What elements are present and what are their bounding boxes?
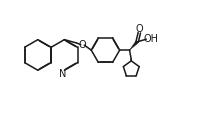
Text: OH: OH — [144, 34, 159, 44]
Text: O: O — [79, 40, 86, 50]
Text: N: N — [59, 69, 66, 79]
Polygon shape — [130, 41, 138, 50]
Text: O: O — [136, 24, 143, 34]
